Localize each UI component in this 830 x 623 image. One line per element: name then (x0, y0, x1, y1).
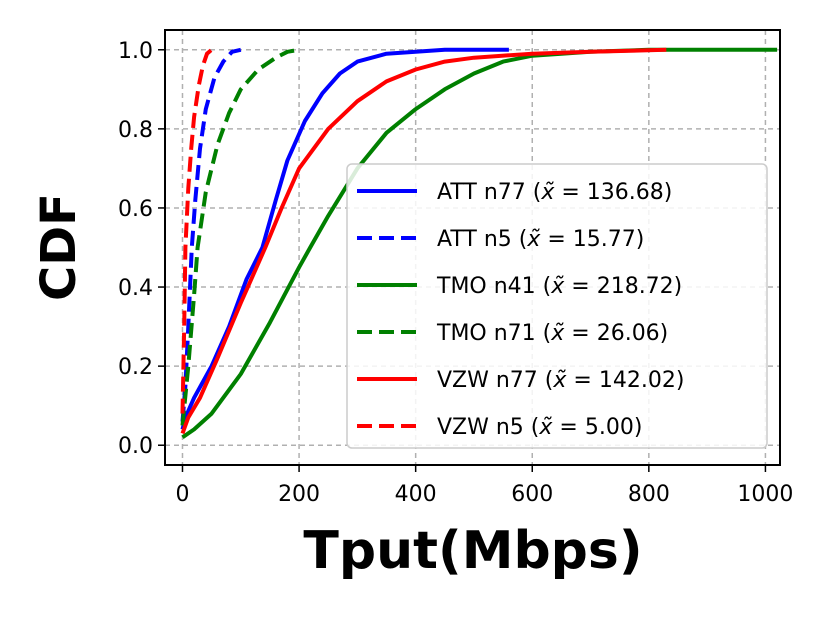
legend-label: ATT n5 (x̃ = 15.77) (437, 227, 644, 252)
legend-box (346, 163, 768, 449)
x-axis-ticks: 0 200 400 600 800 1000 (175, 465, 793, 507)
y-axis-ticks: 0.0 0.2 0.4 0.6 0.8 1.0 (118, 39, 165, 459)
x-tick-label: 800 (628, 482, 670, 507)
x-tick-label: 1000 (737, 482, 793, 507)
y-tick-label: 0.8 (118, 118, 153, 143)
plot-frame (164, 29, 781, 466)
legend-label: VZW n5 (x̃ = 5.00) (437, 415, 642, 440)
legend-label: ATT n77 (x̃ = 136.68) (437, 180, 672, 205)
series-lines (180, 47, 778, 439)
y-tick-label: 0.2 (118, 355, 153, 380)
legend-label: TMO n41 (x̃ = 218.72) (436, 274, 682, 299)
x-tick-label: 400 (395, 482, 437, 507)
series-line (180, 47, 242, 422)
series-line (180, 47, 667, 435)
series-line (180, 47, 509, 430)
y-axis-title: CDF (31, 193, 87, 301)
series-line (180, 48, 213, 414)
legend: ATT n77 (x̃ = 136.68) ATT n5 (x̃ = 15.77)… (346, 163, 768, 449)
x-tick-label: 600 (511, 482, 553, 507)
x-tick-label: 0 (175, 482, 189, 507)
y-tick-label: 0.0 (118, 434, 153, 459)
legend-label: VZW n77 (x̃ = 142.02) (437, 368, 684, 393)
x-tick-label: 200 (278, 482, 320, 507)
y-tick-label: 1.0 (118, 39, 153, 64)
x-axis-title: Tput(Mbps) (303, 521, 642, 581)
y-tick-label: 0.6 (118, 197, 153, 222)
series-line (180, 47, 300, 426)
legend-label: TMO n71 (x̃ = 26.06) (436, 321, 668, 346)
y-tick-label: 0.4 (118, 276, 153, 301)
